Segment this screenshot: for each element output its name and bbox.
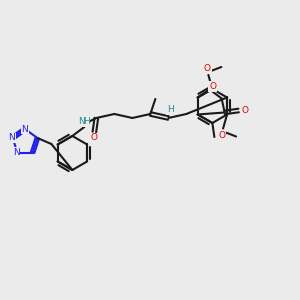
Text: O: O	[241, 106, 248, 115]
Text: O: O	[91, 134, 98, 142]
Text: O: O	[219, 131, 226, 140]
Text: N: N	[8, 134, 15, 142]
Text: N: N	[13, 148, 20, 157]
Text: O: O	[209, 82, 216, 91]
Text: N: N	[78, 118, 85, 127]
Text: N: N	[22, 124, 28, 134]
Text: H: H	[83, 118, 90, 127]
Text: H: H	[167, 106, 174, 115]
Text: O: O	[204, 64, 211, 74]
